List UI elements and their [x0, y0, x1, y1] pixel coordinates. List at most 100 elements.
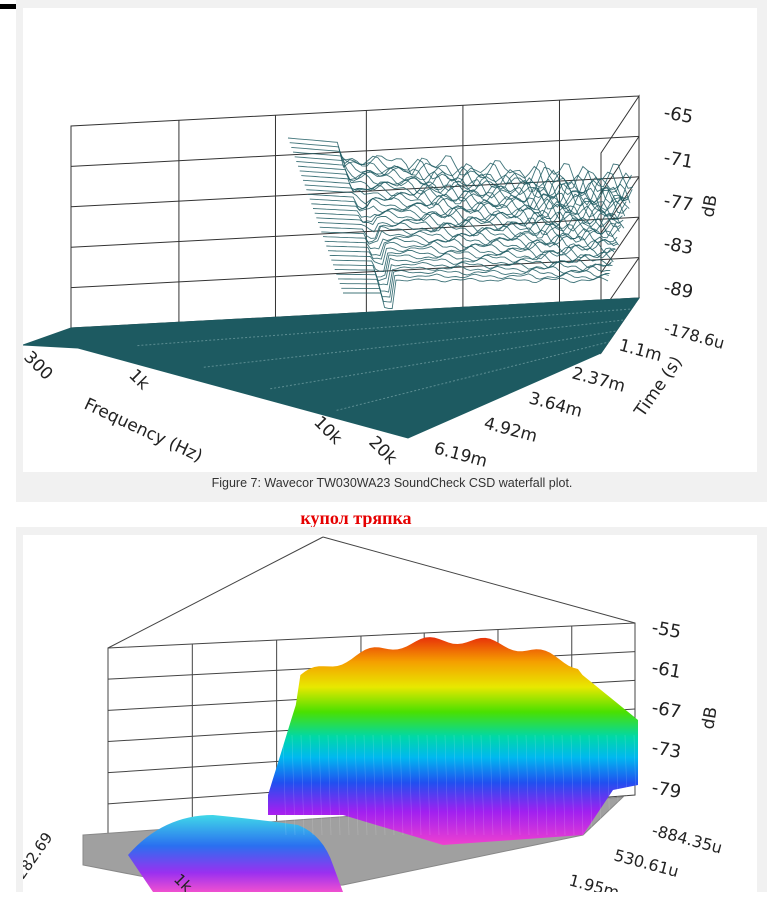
- z-tick-label: -65: [662, 102, 695, 128]
- surface-streak: [561, 734, 566, 836]
- freq-tick-label: 1k: [124, 365, 153, 394]
- z-tick-label: -61: [650, 657, 683, 683]
- surface-streak: [354, 734, 359, 836]
- z-tick-label: -884.35u: [650, 821, 724, 858]
- perspective-line: [107, 536, 324, 649]
- surface-streak: [606, 734, 611, 836]
- surface-streak: [408, 734, 413, 836]
- surface-streak: [624, 734, 629, 836]
- surface-streak: [552, 734, 557, 836]
- time-tick-label: 2.37m: [570, 364, 628, 397]
- right-wall-hline: [600, 216, 640, 274]
- surface-streak: [597, 734, 602, 836]
- decay-slice: [332, 253, 613, 278]
- time-tick-label: 4.92m: [482, 414, 540, 447]
- surface-streak: [453, 734, 458, 836]
- surface-streak: [543, 734, 548, 836]
- decay-slice: [326, 237, 616, 257]
- time-tick-label: 6.19m: [432, 439, 490, 472]
- decay-slice: [322, 230, 618, 251]
- surface-streak: [381, 734, 386, 836]
- decay-slice: [324, 233, 617, 251]
- surface-streak: [615, 734, 620, 836]
- surface-streak: [372, 734, 377, 836]
- decay-slice: [289, 142, 633, 202]
- back-wall-hline: [70, 257, 640, 289]
- surface-streak: [588, 734, 593, 836]
- freq-axis-label: Frequency (Hz): [81, 394, 206, 466]
- surface-streak: [525, 734, 530, 836]
- back-wall-hline: [70, 135, 640, 167]
- surface-streak: [318, 734, 323, 836]
- surface-streak: [390, 734, 395, 836]
- floor-gridline: [336, 341, 609, 411]
- perspective-line: [322, 536, 636, 624]
- surface-streak: [570, 734, 575, 836]
- waterfall-chart-1: -65 -71 -77 -83 -89 -178.6u dB 1.1m2.37m3.64m4.…: [19, 94, 727, 472]
- z-tick-label: -71: [662, 147, 695, 173]
- surface-streak: [417, 734, 422, 836]
- decay-slice: [311, 203, 623, 233]
- chart-2-surface: [128, 637, 638, 892]
- z-tick-label: -79: [650, 777, 683, 803]
- floor-gridline: [203, 319, 624, 368]
- z-axis-label: dB: [698, 705, 722, 731]
- surface-streak: [435, 734, 440, 836]
- time-tick-label: 1.1m: [617, 336, 664, 367]
- decay-slice: [334, 257, 613, 282]
- freq-tick-label: 300: [23, 347, 57, 384]
- surface-streak: [426, 734, 431, 836]
- z-tick-label: -55: [650, 617, 683, 643]
- decay-slice: [291, 146, 632, 204]
- surface-streak: [507, 734, 512, 836]
- surface-streak: [444, 734, 449, 836]
- waterfall-plot-2: -55 -61 -67 -73 -79 -884.35u dB 530.61u 1.95m 282…: [12, 535, 757, 897]
- decay-slice: [304, 184, 626, 219]
- floor-surface: [22, 297, 640, 439]
- surface-streak: [291, 734, 296, 836]
- surface-streak: [399, 734, 404, 836]
- surface-streak: [363, 734, 368, 836]
- surface-streak: [336, 734, 341, 836]
- time-tick-label: 3.64m: [527, 389, 585, 422]
- surface-streak: [579, 734, 584, 836]
- surface-streak: [462, 734, 467, 836]
- decay-slice: [329, 245, 615, 266]
- surface-streak: [471, 734, 476, 836]
- decay-slice: [338, 265, 611, 293]
- surface-streak: [282, 734, 287, 836]
- subtitle-red: купол тряпка: [300, 508, 412, 528]
- decay-slice: [292, 151, 632, 205]
- back-wall-hline: [70, 176, 640, 208]
- time-tick-label: 530.61u: [612, 846, 681, 881]
- decay-slice: [341, 272, 609, 303]
- freq-tick-label: 282.69: [23, 829, 56, 882]
- surface-streak: [516, 734, 521, 836]
- back-wall: [107, 622, 636, 836]
- z-tick-label: -89: [662, 277, 695, 303]
- decay-slice: [319, 222, 619, 246]
- surface-streak: [633, 734, 638, 836]
- z-tick-label: -77: [662, 190, 695, 216]
- decay-slice: [336, 261, 612, 286]
- z-tick-label: -73: [650, 737, 683, 763]
- floor-gridline: [137, 308, 632, 347]
- chart-1-floor: [22, 297, 640, 439]
- surface-streak: [489, 734, 494, 836]
- z-tick-label: -178.6u: [662, 319, 727, 353]
- surface-streak: [300, 734, 305, 836]
- chart-1-slices: [287, 137, 634, 309]
- surface-streak: [498, 734, 503, 836]
- surface-streak: [534, 734, 539, 836]
- figure-caption: Figure 7: Wavecor TW030WA23 SoundCheck C…: [211, 476, 573, 490]
- floor-gridline: [270, 330, 617, 390]
- z-tick-label: -83: [662, 233, 695, 259]
- decay-slice: [306, 189, 626, 225]
- freq-tick-label: 20k: [364, 432, 401, 469]
- z-axis-label: dB: [698, 193, 722, 219]
- decay-slice: [327, 240, 615, 260]
- decay-slice: [317, 219, 620, 241]
- z-tick-label: -67: [650, 697, 683, 723]
- decay-slice: [297, 165, 629, 214]
